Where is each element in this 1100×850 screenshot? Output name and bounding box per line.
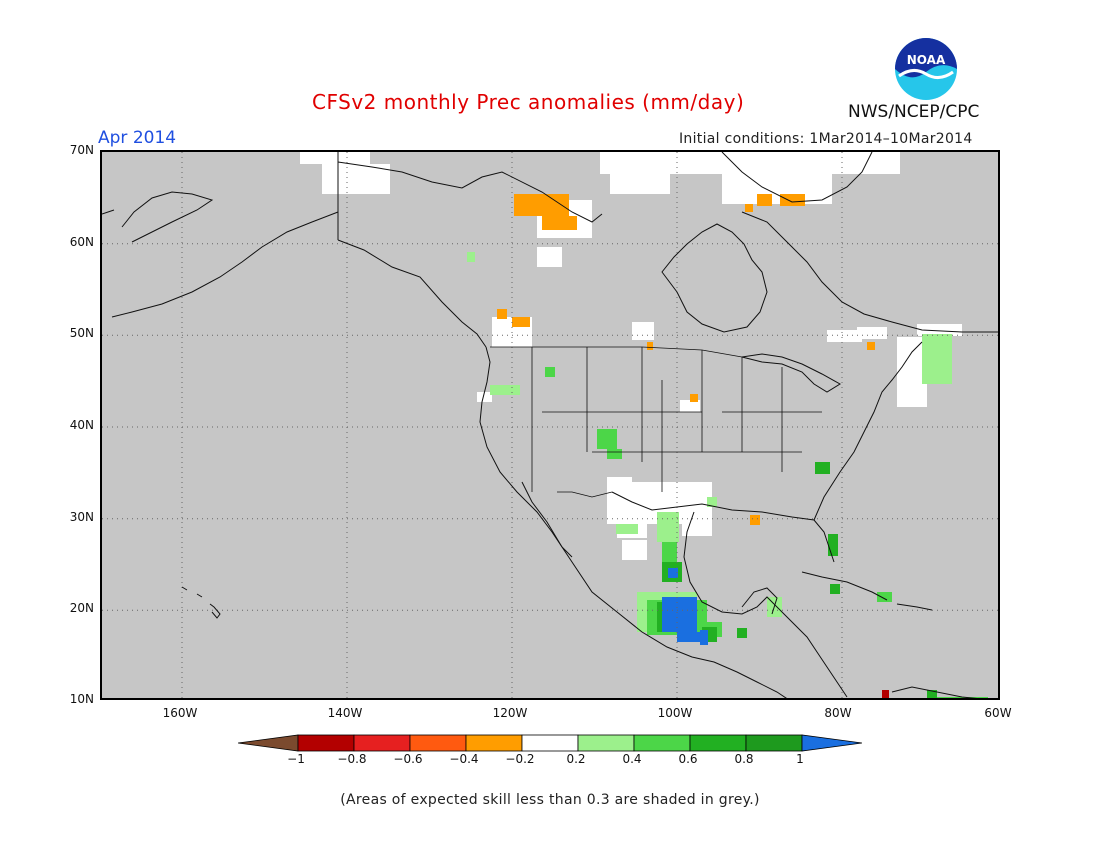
lon-label: 140W — [327, 706, 363, 720]
agency-label: NWS/NCEP/CPC — [848, 102, 980, 122]
graticule — [102, 152, 998, 698]
colorbar-cell — [238, 734, 299, 752]
lat-label: 10N — [69, 692, 94, 706]
lat-label: 20N — [69, 601, 94, 615]
anomaly-cells — [300, 152, 988, 698]
colorbar-label: 0.2 — [566, 752, 586, 766]
colorbar-cell — [633, 734, 691, 752]
colorbar-cell — [297, 734, 355, 752]
map-panel — [100, 150, 1000, 700]
lat-label: 60N — [69, 235, 94, 249]
colorbar-label: 1 — [796, 752, 804, 766]
colorbar-cell — [353, 734, 411, 752]
colorbar-cell — [801, 734, 862, 752]
colorbar-cell — [745, 734, 803, 752]
skill-footnote: (Areas of expected skill less than 0.3 a… — [340, 792, 760, 808]
colorbar-cell — [577, 734, 635, 752]
colorbar-cell — [689, 734, 747, 752]
colorbar-cell — [521, 734, 579, 752]
map-title: CFSv2 monthly Prec anomalies (mm/day) — [312, 90, 745, 114]
colorbar-label: −0.2 — [505, 752, 535, 766]
political-borders — [490, 346, 822, 498]
colorbar-cell — [465, 734, 523, 752]
colorbar-label: 0.4 — [622, 752, 642, 766]
colorbar-label: −1 — [287, 752, 305, 766]
forecast-month: Apr 2014 — [98, 128, 177, 148]
logo-text: NOAA — [907, 53, 946, 67]
colorbar-label: −0.6 — [393, 752, 423, 766]
colorbar — [238, 734, 862, 752]
lon-label: 80W — [824, 706, 852, 720]
lat-label: 70N — [69, 143, 94, 157]
map-canvas — [102, 152, 998, 698]
lon-label: 120W — [492, 706, 528, 720]
coastlines — [102, 152, 998, 698]
colorbar-cell — [409, 734, 467, 752]
initial-conditions: Initial conditions: 1Mar2014–10Mar2014 — [679, 131, 973, 147]
lat-label: 40N — [69, 418, 94, 432]
lat-label: 30N — [69, 510, 94, 524]
lon-label: 160W — [162, 706, 198, 720]
lat-label: 50N — [69, 326, 94, 340]
colorbar-label: −0.8 — [337, 752, 367, 766]
lon-label: 100W — [657, 706, 693, 720]
colorbar-label: 0.6 — [678, 752, 698, 766]
noaa-logo: NOAA — [893, 36, 959, 102]
colorbar-label: 0.8 — [734, 752, 754, 766]
lon-label: 60W — [984, 706, 1012, 720]
colorbar-label: −0.4 — [449, 752, 479, 766]
